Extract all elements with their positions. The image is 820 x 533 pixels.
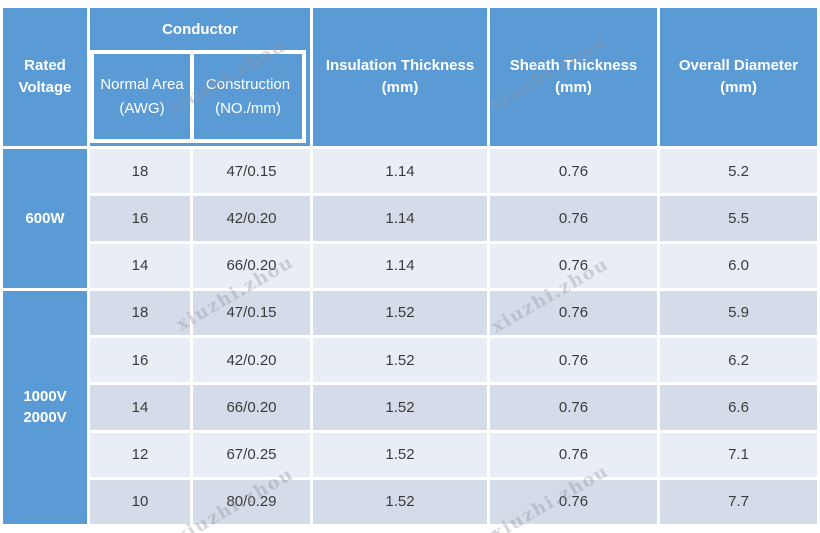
cell-sheath: 0.76 xyxy=(490,149,657,194)
header-overall-line2: (mm) xyxy=(720,79,757,96)
header-normal-area: Normal Area (AWG) xyxy=(94,54,190,139)
cell-construction: 67/0.25 xyxy=(193,432,310,477)
cell-construction: 66/0.20 xyxy=(193,385,310,430)
header-normal-area-line2: (AWG) xyxy=(119,99,165,117)
header-conductor: Conductor xyxy=(162,20,238,38)
header-conductor-group: Conductor Normal Area (AWG) Construction… xyxy=(90,8,310,146)
cell-overall: 7.7 xyxy=(660,479,817,524)
cell-sheath: 0.76 xyxy=(490,479,657,524)
header-construction-line1: Construction xyxy=(205,76,291,94)
header-sheath-thickness: Sheath Thickness (mm) xyxy=(490,8,657,146)
cell-normal-area: 16 xyxy=(90,338,190,383)
cell-normal-area: 14 xyxy=(90,385,190,430)
cell-overall: 5.5 xyxy=(660,196,817,241)
cable-spec-table: Rated Voltage Conductor Normal Area (AWG… xyxy=(3,8,817,524)
cell-insulation: 1.52 xyxy=(313,479,487,524)
cell-construction: 42/0.20 xyxy=(193,196,310,241)
cell-insulation: 1.14 xyxy=(313,149,487,194)
cell-construction: 80/0.29 xyxy=(193,479,310,524)
cell-normal-area: 18 xyxy=(90,149,190,194)
header-insulation-line2: (mm) xyxy=(381,79,419,96)
cell-sheath: 0.76 xyxy=(490,338,657,383)
cell-insulation: 1.52 xyxy=(313,432,487,477)
group-label-600w: 600W xyxy=(3,149,87,288)
cell-insulation: 1.52 xyxy=(313,385,487,430)
cell-overall: 6.0 xyxy=(660,243,817,288)
cell-construction: 66/0.20 xyxy=(193,243,310,288)
header-construction: Construction (NO./mm) xyxy=(190,54,302,139)
header-conductor-subheaders: Normal Area (AWG) Construction (NO./mm) xyxy=(90,50,306,143)
cell-construction: 47/0.15 xyxy=(193,290,310,335)
cell-overall: 6.2 xyxy=(660,338,817,383)
header-normal-area-line1: Normal Area xyxy=(100,76,184,94)
cell-normal-area: 12 xyxy=(90,432,190,477)
cell-sheath: 0.76 xyxy=(490,432,657,477)
header-rated-voltage: Rated Voltage xyxy=(3,8,87,146)
cell-construction: 42/0.20 xyxy=(193,338,310,383)
header-insulation-line1: Insulation Thickness xyxy=(325,56,475,74)
cell-normal-area: 18 xyxy=(90,290,190,335)
cell-overall: 5.9 xyxy=(660,290,817,335)
header-overall-diameter: Overall Diameter (mm) xyxy=(660,8,817,146)
cell-normal-area: 14 xyxy=(90,243,190,288)
group-600w-text: 600W xyxy=(25,209,65,227)
cell-sheath: 0.76 xyxy=(490,290,657,335)
cell-normal-area: 10 xyxy=(90,479,190,524)
cell-sheath: 0.76 xyxy=(490,385,657,430)
cell-construction: 47/0.15 xyxy=(193,149,310,194)
cell-insulation: 1.52 xyxy=(313,338,487,383)
header-sheath-line1: Sheath Thickness xyxy=(509,56,638,74)
header-rated-voltage-line2: Voltage xyxy=(18,79,72,96)
cell-overall: 5.2 xyxy=(660,149,817,194)
cell-insulation: 1.52 xyxy=(313,290,487,335)
cell-sheath: 0.76 xyxy=(490,243,657,288)
cell-normal-area: 16 xyxy=(90,196,190,241)
cell-insulation: 1.14 xyxy=(313,243,487,288)
header-sheath-line2: (mm) xyxy=(555,79,592,96)
header-construction-line2: (NO./mm) xyxy=(215,99,281,117)
group-label-1000v-2000v: 1000V 2000V xyxy=(3,290,87,524)
cell-overall: 7.1 xyxy=(660,432,817,477)
header-insulation-thickness: Insulation Thickness (mm) xyxy=(313,8,487,146)
cell-overall: 6.6 xyxy=(660,385,817,430)
cell-insulation: 1.14 xyxy=(313,196,487,241)
group-2000v-text: 2000V xyxy=(23,409,67,427)
cell-sheath: 0.76 xyxy=(490,196,657,241)
header-overall-line1: Overall Diameter xyxy=(678,56,799,74)
header-rated-voltage-line1: Rated xyxy=(24,56,66,74)
group-1000v-text: 1000V xyxy=(23,387,67,405)
